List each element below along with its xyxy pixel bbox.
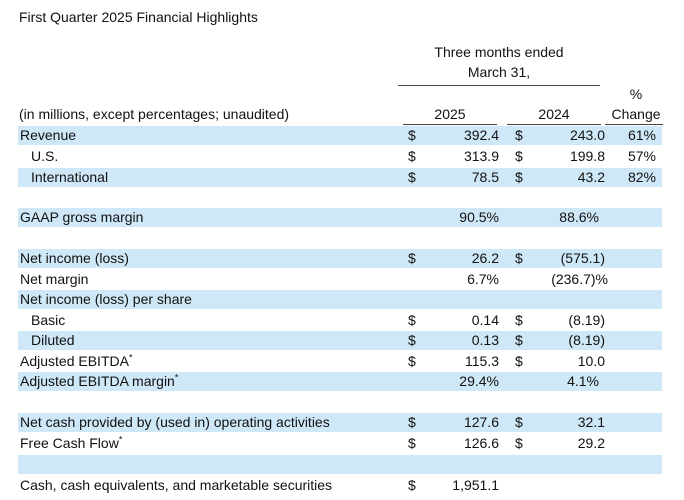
currency-2025: $: [408, 169, 416, 185]
value-2024: (8.19): [568, 312, 605, 328]
table-row-free-cash-flow: Free Cash Flow* $ 126.6 $ 29.2: [18, 434, 662, 453]
year-2025-header: 2025: [434, 106, 466, 122]
table-row-revenue: Revenue $ 392.4 $ 243.0 61%: [18, 126, 662, 145]
row-label: Adjusted EBITDA*: [20, 352, 132, 371]
year-2024-header: 2024: [538, 106, 570, 122]
table-row-spacer: [18, 393, 662, 412]
currency-2025: $: [408, 250, 416, 266]
table-row-adjusted-ebitda-margin: Adjusted EBITDA margin* 29.4% 4.1%: [18, 372, 662, 391]
currency-2024: $: [515, 353, 523, 369]
currency-2024: $: [515, 435, 523, 451]
currency-2025: $: [408, 312, 416, 328]
row-label: Net cash provided by (used in) operating…: [20, 414, 330, 430]
value-2025: 0.14: [471, 312, 499, 328]
row-label: Revenue: [20, 127, 77, 143]
table-row-operating-cash: Net cash provided by (used in) operating…: [18, 413, 662, 432]
row-label: Net income (loss) per share: [20, 291, 192, 307]
pct-header-label: Change: [611, 106, 661, 122]
row-label: Cash, cash equivalents, and marketable s…: [20, 477, 333, 493]
table-row-us: U.S. $ 313.9 $ 199.8 57%: [18, 147, 662, 166]
pct-header-symbol: %: [629, 86, 643, 102]
row-label: Adjusted EBITDA margin*: [20, 372, 178, 391]
pct-change: 57%: [627, 148, 656, 164]
currency-2025: $: [408, 332, 416, 348]
footnote-marker: *: [118, 434, 123, 445]
year-2024-rule: [507, 124, 601, 125]
currency-2025: $: [408, 353, 416, 369]
row-label: Diluted: [31, 332, 75, 348]
period-header-line2: March 31,: [467, 64, 531, 80]
value-2025: 392.4: [463, 127, 499, 143]
value-2025: 127.6: [463, 414, 499, 430]
table-row-diluted: Diluted $ 0.13 $ (8.19): [18, 331, 662, 350]
value-2025: 29.4%: [459, 373, 499, 389]
table-row-spacer: [18, 229, 662, 248]
value-2025: 90.5%: [459, 209, 499, 225]
value-2024: 243.0: [569, 127, 605, 143]
footnote-marker: *: [174, 372, 179, 383]
value-2025: 313.9: [463, 148, 499, 164]
currency-2024: $: [515, 127, 523, 143]
currency-2025: $: [408, 148, 416, 164]
currency-2025: $: [408, 127, 416, 143]
table-row-international: International $ 78.5 $ 43.2 82%: [18, 168, 662, 187]
table-row-net-margin: Net margin 6.7% (236.7)%: [18, 270, 662, 289]
pct-change-header: % Change: [604, 84, 668, 124]
pct-change-rule: [605, 124, 663, 125]
currency-2024: $: [515, 250, 523, 266]
currency-2025: $: [408, 414, 416, 430]
row-label: Free Cash Flow*: [20, 434, 122, 453]
row-label-text: Free Cash Flow: [20, 435, 119, 451]
table-row-basic: Basic $ 0.14 $ (8.19): [18, 311, 662, 330]
value-2024: 199.8: [569, 148, 605, 164]
value-2024: 29.2: [577, 435, 605, 451]
period-header-line1: Three months ended: [434, 44, 564, 60]
table-row-adjusted-ebitda: Adjusted EBITDA* $ 115.3 $ 10.0: [18, 352, 662, 371]
currency-2024: $: [515, 332, 523, 348]
table-row-eps-header: Net income (loss) per share: [18, 290, 662, 309]
table-row-cash: Cash, cash equivalents, and marketable s…: [18, 476, 662, 495]
value-2025: 0.13: [471, 332, 499, 348]
currency-2025: $: [408, 477, 416, 493]
table-row-spacer: [18, 189, 662, 208]
row-label: GAAP gross margin: [20, 209, 144, 225]
page-title: First Quarter 2025 Financial Highlights: [19, 9, 258, 25]
footnote-marker: *: [128, 352, 133, 363]
value-2025: 26.2: [471, 250, 499, 266]
table-row-spacer: [18, 455, 662, 474]
currency-2024: $: [515, 169, 523, 185]
value-2024: 88.6%: [559, 209, 599, 225]
row-label-text: Adjusted EBITDA margin: [20, 373, 175, 389]
year-2025-rule: [403, 124, 497, 125]
row-label-text: Adjusted EBITDA: [20, 353, 129, 369]
value-2024: (575.1): [560, 250, 605, 266]
value-2024: 43.2: [577, 169, 605, 185]
pct-change: 61%: [627, 127, 656, 143]
row-label: Net margin: [20, 271, 89, 287]
table-row-net-income: Net income (loss) $ 26.2 $ (575.1): [18, 249, 662, 268]
row-label: Basic: [31, 312, 66, 328]
table-row-gaap-gross-margin: GAAP gross margin 90.5% 88.6%: [18, 208, 662, 227]
value-2025: 6.7%: [467, 271, 499, 287]
value-2024: 10.0: [577, 353, 605, 369]
row-label: International: [31, 169, 109, 185]
value-2025: 115.3: [465, 353, 499, 369]
value-2025: 126.6: [463, 435, 499, 451]
value-2024: (8.19): [568, 332, 605, 348]
value-2025: 1,951.1: [452, 477, 499, 493]
currency-2025: $: [408, 435, 416, 451]
currency-2024: $: [515, 148, 523, 164]
value-2024: 32.1: [577, 414, 605, 430]
row-label: Net income (loss): [20, 250, 129, 266]
unit-note: (in millions, except percentages; unaudi…: [19, 106, 290, 122]
pct-change: 82%: [627, 169, 656, 185]
value-2024: (236.7)%: [551, 271, 608, 287]
period-header-rule: [398, 85, 600, 86]
value-2025: 78.5: [471, 169, 499, 185]
currency-2024: $: [515, 312, 523, 328]
row-label: U.S.: [31, 148, 59, 164]
currency-2024: $: [515, 414, 523, 430]
value-2024: 4.1%: [567, 373, 599, 389]
